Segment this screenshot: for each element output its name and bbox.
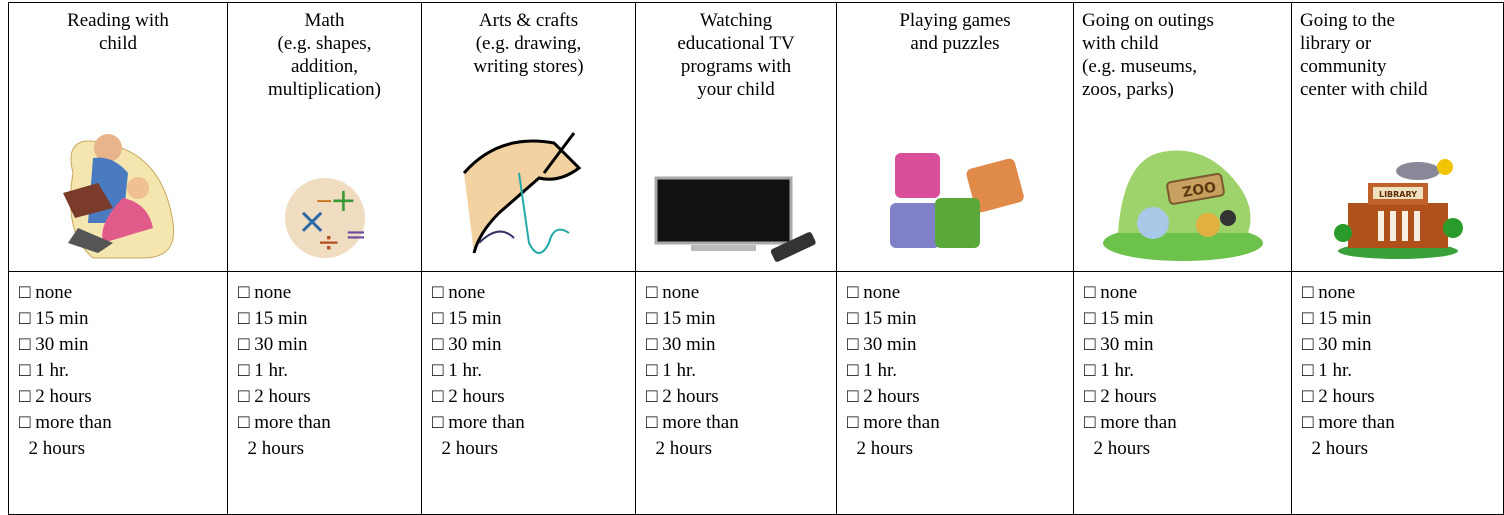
option-text: □ 30 min	[238, 334, 308, 355]
header-text: Reading with child	[67, 10, 169, 54]
option-text: □ 30 min	[432, 334, 502, 355]
clipart-image	[462, 132, 581, 254]
option-text: □ 2 hours	[646, 386, 719, 407]
header-cell: Math (e.g. shapes, addition, multiplicat…	[227, 2, 422, 272]
clipart: ZOO	[1074, 133, 1291, 263]
option-text: □ more than 2 hours	[19, 412, 112, 459]
option-text: □ none	[646, 282, 700, 303]
clipart-image	[63, 134, 175, 259]
icon-text: LIBRARY	[1378, 190, 1416, 199]
option-text: □ 2 hours	[19, 386, 92, 407]
option-text: □ 1 hr.	[432, 360, 483, 381]
activity-table: Reading with child Math (e.g. shapes, add…	[8, 2, 1504, 515]
option-text: □ 15 min	[847, 308, 917, 329]
options-cell: □ none □ 15 min □ 30 min □ 1 hr. □ 2 hours □ …	[8, 271, 228, 515]
option-text: □ 1 hr.	[1302, 360, 1353, 381]
option-text: □ 2 hours	[238, 386, 311, 407]
option-text: □ 1 hr.	[1084, 360, 1135, 381]
header-cell: Playing games and puzzles	[836, 2, 1074, 272]
clipart-image	[890, 153, 1024, 248]
option-text: □ none	[1302, 282, 1356, 303]
option-text: □ 15 min	[1084, 308, 1154, 329]
header-text: Going to the library or community center…	[1300, 10, 1428, 100]
header-cell: Going to the library or community center…	[1291, 2, 1504, 272]
options-cell: □ none □ 15 min □ 30 min □ 1 hr. □ 2 hours □ …	[227, 271, 422, 515]
header-text: Playing games and puzzles	[899, 10, 1011, 54]
option-text: □ 2 hours	[847, 386, 920, 407]
option-text: □ 30 min	[1084, 334, 1154, 355]
clipart	[636, 173, 836, 263]
header-cell: Watching educational TV programs with yo…	[635, 2, 837, 272]
option-text: □ more than 2 hours	[238, 412, 331, 459]
option-text: □ more than 2 hours	[1302, 412, 1395, 459]
option-text: □ 30 min	[19, 334, 89, 355]
option-text: □ 15 min	[238, 308, 308, 329]
clipart	[837, 143, 1073, 263]
svg-text:=: =	[345, 220, 367, 250]
clipart	[9, 113, 227, 263]
options-cell: □ none □ 15 min □ 30 min □ 1 hr. □ 2 hours □ …	[1073, 271, 1292, 515]
header-text: Math (e.g. shapes, addition, multiplicat…	[268, 10, 381, 100]
option-text: □ more than 2 hours	[1084, 412, 1177, 459]
options-cell: □ none □ 15 min □ 30 min □ 1 hr. □ 2 hours □ …	[421, 271, 636, 515]
options-cell: □ none □ 15 min □ 30 min □ 1 hr. □ 2 hours □ …	[836, 271, 1074, 515]
header-cell: Arts & crafts (e.g. drawing, writing sto…	[421, 2, 636, 272]
clipart-image: ZOO	[1102, 150, 1263, 261]
clipart-image: LIBRARY	[1333, 159, 1463, 259]
option-text: □ none	[1084, 282, 1138, 303]
clipart: × + − ÷ =	[228, 173, 421, 263]
options-row: □ none □ 15 min □ 30 min □ 1 hr. □ 2 hours □ …	[8, 271, 1504, 515]
icon-text: ZOO	[1181, 179, 1217, 201]
svg-text:+: +	[330, 181, 357, 219]
svg-text:×: ×	[297, 201, 327, 242]
header-row: Reading with child Math (e.g. shapes, add…	[8, 2, 1504, 272]
option-text: □ none	[19, 282, 73, 303]
options-cell: □ none □ 15 min □ 30 min □ 1 hr. □ 2 hours □ …	[1291, 271, 1504, 515]
option-text: □ 15 min	[646, 308, 716, 329]
option-text: □ none	[847, 282, 901, 303]
clipart	[422, 113, 635, 263]
svg-text:÷: ÷	[317, 225, 340, 258]
option-text: □ 1 hr.	[646, 360, 697, 381]
option-text: □ 15 min	[432, 308, 502, 329]
option-text: □ 1 hr.	[847, 360, 898, 381]
option-text: □ 30 min	[1302, 334, 1372, 355]
clipart-image: ×+− ÷ =	[284, 178, 367, 258]
option-text: □ 15 min	[19, 308, 89, 329]
option-text: □ more than 2 hours	[847, 412, 940, 459]
option-text: □ 2 hours	[432, 386, 505, 407]
svg-text:−: −	[315, 189, 333, 214]
option-text: □ 15 min	[1302, 308, 1372, 329]
option-text: □ 1 hr.	[19, 360, 70, 381]
header-cell: Going on outings with child (e.g. museum…	[1073, 2, 1292, 272]
clipart: LIBRARY	[1292, 153, 1503, 263]
options-cell: □ none □ 15 min □ 30 min □ 1 hr. □ 2 hours □ …	[635, 271, 837, 515]
option-text: □ more than 2 hours	[646, 412, 739, 459]
header-text: Watching educational TV programs with yo…	[677, 10, 795, 100]
option-text: □ none	[238, 282, 292, 303]
option-text: □ 30 min	[646, 334, 716, 355]
option-text: □ none	[432, 282, 486, 303]
option-text: □ more than 2 hours	[432, 412, 525, 459]
option-text: □ 2 hours	[1084, 386, 1157, 407]
option-text: □ 1 hr.	[238, 360, 289, 381]
header-text: Arts & crafts (e.g. drawing, writing sto…	[473, 10, 584, 77]
option-text: □ 2 hours	[1302, 386, 1375, 407]
clipart-image	[654, 176, 816, 262]
header-text: Going on outings with child (e.g. museum…	[1082, 10, 1214, 100]
option-text: □ 30 min	[847, 334, 917, 355]
header-cell: Reading with child	[8, 2, 228, 272]
